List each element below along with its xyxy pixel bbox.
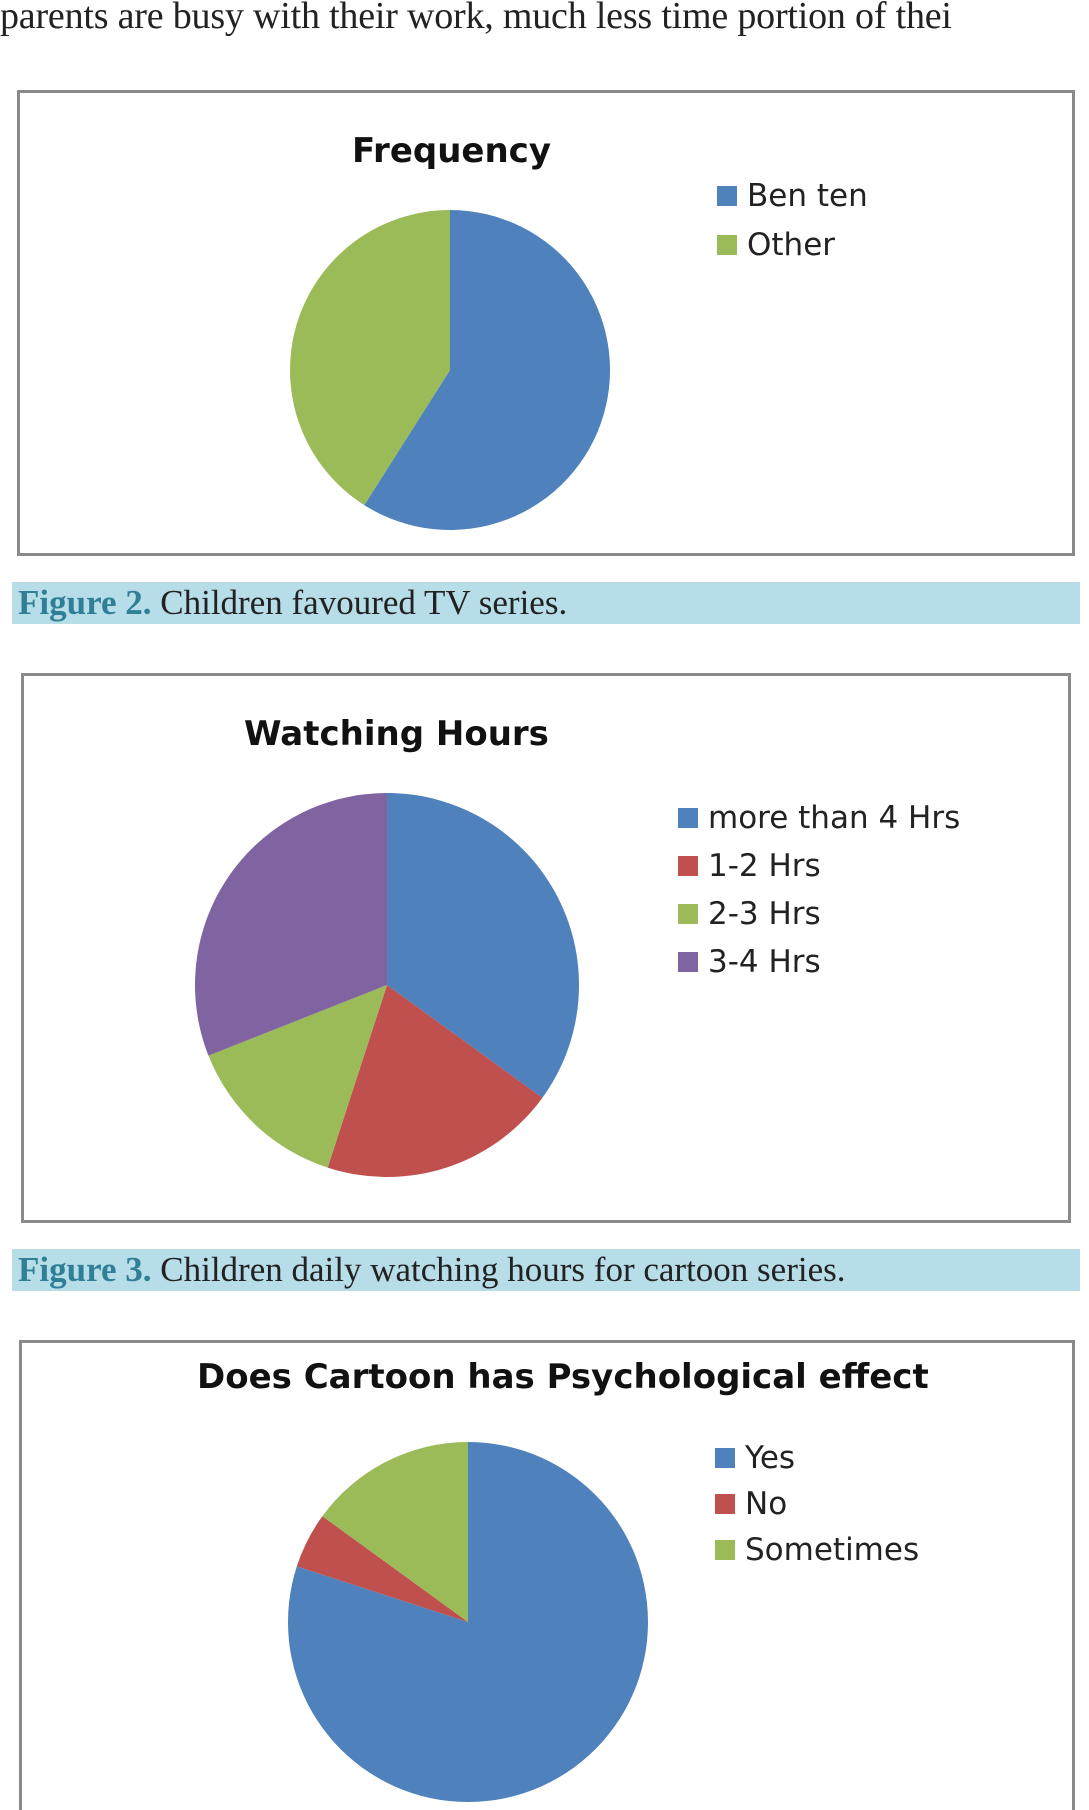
- pie-slice-no: [296, 1516, 468, 1622]
- legend-item: 3-4 Hrs: [678, 938, 960, 986]
- legend-item: more than 4 Hrs: [678, 794, 960, 842]
- legend-item: 2-3 Hrs: [678, 890, 960, 938]
- legend-label: more than 4 Hrs: [708, 800, 961, 836]
- legend-swatch: [678, 952, 698, 972]
- pie-slice-3-4-hrs: [194, 793, 387, 1056]
- legend-item: No: [715, 1481, 919, 1527]
- pie-slice-2-3-hrs: [208, 985, 387, 1168]
- legend-swatch: [715, 1494, 735, 1514]
- legend-label: 2-3 Hrs: [708, 896, 821, 932]
- legend-item: Yes: [715, 1435, 919, 1481]
- pie-slice-1-2-hrs: [327, 985, 543, 1178]
- legend-label: No: [745, 1486, 788, 1522]
- legend-item: Ben ten: [717, 171, 868, 220]
- figure-caption-text: Children daily watching hours for cartoo…: [151, 1250, 846, 1289]
- chart-title: Does Cartoon has Psychological effect: [197, 1357, 929, 1397]
- pie-slice-more-than-4-hrs: [387, 793, 579, 1098]
- legend-label: Sometimes: [745, 1532, 920, 1568]
- chart-title: Watching Hours: [244, 714, 549, 754]
- legend-label: 1-2 Hrs: [708, 848, 821, 884]
- figure-caption: Figure 2. Children favoured TV series.: [12, 582, 1080, 624]
- legend-label: 3-4 Hrs: [708, 944, 821, 980]
- legend-swatch: [717, 185, 737, 206]
- legend-label: Other: [747, 226, 836, 263]
- chart-legend: Yes No Sometimes: [715, 1435, 919, 1573]
- chart-legend: more than 4 Hrs 1-2 Hrs 2-3 Hrs 3-4 Hrs: [678, 794, 960, 986]
- figure-caption-text: Children favoured TV series.: [151, 583, 568, 622]
- figure-label: Figure 2.: [18, 583, 152, 622]
- pie-slice-sometimes: [322, 1442, 468, 1622]
- legend-label: Ben ten: [747, 177, 868, 214]
- body-text: parents are busy with their work, much l…: [0, 0, 952, 37]
- legend-swatch: [678, 856, 698, 876]
- figure-caption: Figure 3. Children daily watching hours …: [12, 1249, 1080, 1291]
- legend-item: Sometimes: [715, 1527, 919, 1573]
- legend-label: Yes: [745, 1440, 796, 1476]
- chart-title: Frequency: [352, 131, 552, 171]
- legend-swatch: [678, 904, 698, 924]
- figure-label: Figure 3.: [18, 1250, 152, 1289]
- legend-item: 1-2 Hrs: [678, 842, 960, 890]
- legend-swatch: [717, 234, 737, 255]
- pie-slice-ben-ten: [364, 210, 610, 530]
- legend-swatch: [678, 808, 698, 828]
- chart-legend: Ben ten Other: [717, 171, 868, 269]
- legend-swatch: [715, 1448, 735, 1468]
- pie-slice-other: [290, 210, 450, 506]
- legend-item: Other: [717, 220, 868, 269]
- legend-swatch: [715, 1540, 735, 1560]
